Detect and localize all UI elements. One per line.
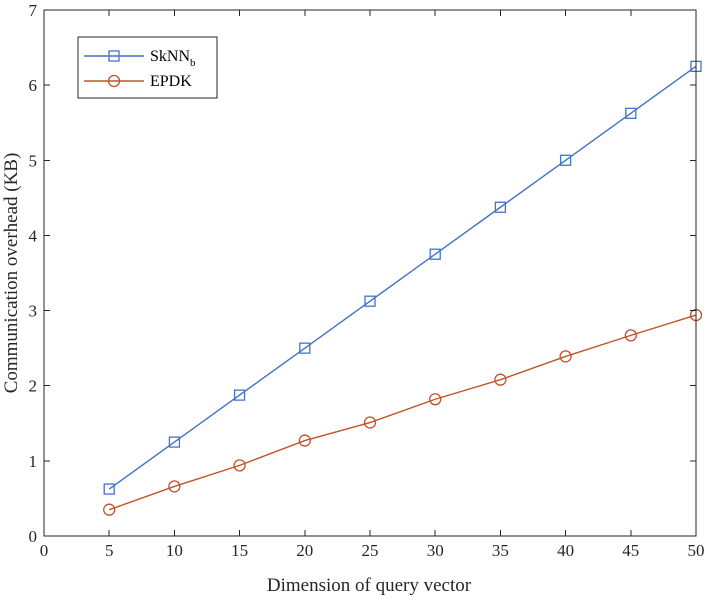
data-point-epdk xyxy=(233,459,246,472)
x-tick-label: 25 xyxy=(362,541,379,560)
x-tick-label: 40 xyxy=(557,541,574,560)
y-tick-label: 5 xyxy=(29,151,38,170)
data-point-epdk xyxy=(559,350,572,363)
legend-marker xyxy=(107,74,121,88)
x-tick-label: 10 xyxy=(166,541,183,560)
y-axis-label: Communication overhead (KB) xyxy=(1,153,22,394)
legend: SkNNb EPDK xyxy=(77,36,218,99)
x-tick-label: 50 xyxy=(688,541,705,560)
legend-box xyxy=(77,36,218,99)
plot-area xyxy=(103,60,703,516)
data-point-sknn xyxy=(429,248,441,260)
x-tick-label: 30 xyxy=(427,541,444,560)
data-point-epdk xyxy=(103,503,116,516)
data-point-epdk xyxy=(624,329,637,342)
x-tick-label: 20 xyxy=(296,541,313,560)
legend-marker xyxy=(108,50,120,62)
data-point-epdk xyxy=(298,434,311,447)
data-point-sknn xyxy=(625,107,637,119)
data-point-sknn xyxy=(103,483,115,495)
data-point-epdk xyxy=(168,480,181,493)
y-tick-label: 7 xyxy=(29,1,38,20)
data-point-sknn xyxy=(364,295,376,307)
y-tick-label: 6 xyxy=(29,76,38,95)
x-tick-label: 35 xyxy=(492,541,509,560)
legend-label-text: EPDK xyxy=(150,73,192,90)
series-sknn xyxy=(103,60,702,495)
y-tick-label: 3 xyxy=(29,302,38,321)
series-line-epdk xyxy=(108,314,697,511)
data-point-epdk xyxy=(363,416,377,429)
x-tick-label: 15 xyxy=(231,541,248,560)
x-axis-label: Dimension of query vector xyxy=(267,575,472,596)
series-line-sknn xyxy=(108,65,697,490)
legend-label: EPDK xyxy=(150,73,192,90)
legend-label-subscript: b xyxy=(190,57,196,69)
x-tick-label: 0 xyxy=(40,541,49,560)
data-point-sknn xyxy=(299,342,311,354)
data-point-sknn xyxy=(494,201,507,213)
x-tick-label: 45 xyxy=(622,541,639,560)
x-tick-label: 5 xyxy=(105,541,114,560)
legend-item-sknn: SkNNb xyxy=(84,48,196,69)
data-point-sknn xyxy=(233,389,246,401)
data-point-epdk xyxy=(429,393,442,406)
legend-label: SkNNb xyxy=(150,48,196,69)
legend-label-text: SkNN xyxy=(150,48,190,65)
series-epdk xyxy=(103,308,703,516)
data-point-epdk xyxy=(494,373,507,386)
data-point-sknn xyxy=(168,436,181,448)
y-tick-label: 0 xyxy=(29,527,38,546)
y-tick-label: 4 xyxy=(29,226,38,245)
y-tick-label: 1 xyxy=(29,452,38,471)
legend-item-epdk: EPDK xyxy=(84,73,192,90)
y-tick-label: 2 xyxy=(29,377,38,396)
data-point-sknn xyxy=(559,154,572,166)
